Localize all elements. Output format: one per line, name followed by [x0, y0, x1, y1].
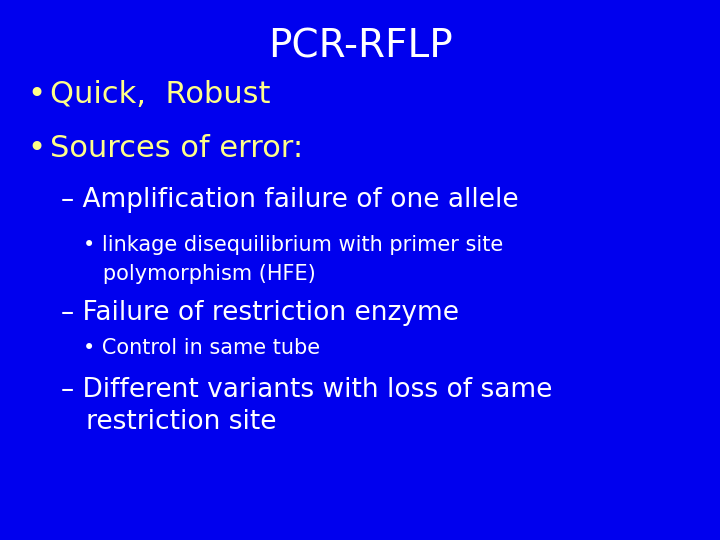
- Text: – Failure of restriction enzyme: – Failure of restriction enzyme: [61, 300, 459, 326]
- Text: •: •: [27, 134, 45, 163]
- Text: polymorphism (HFE): polymorphism (HFE): [83, 264, 315, 285]
- Text: restriction site: restriction site: [61, 409, 276, 435]
- Text: •: •: [27, 80, 45, 109]
- Text: Sources of error:: Sources of error:: [50, 134, 304, 163]
- Text: – Amplification failure of one allele: – Amplification failure of one allele: [61, 187, 519, 213]
- Text: PCR-RFLP: PCR-RFLP: [268, 27, 452, 65]
- Text: • linkage disequilibrium with primer site: • linkage disequilibrium with primer sit…: [83, 234, 503, 255]
- Text: Quick,  Robust: Quick, Robust: [50, 80, 271, 109]
- Text: – Different variants with loss of same: – Different variants with loss of same: [61, 377, 552, 403]
- Text: • Control in same tube: • Control in same tube: [83, 338, 320, 359]
